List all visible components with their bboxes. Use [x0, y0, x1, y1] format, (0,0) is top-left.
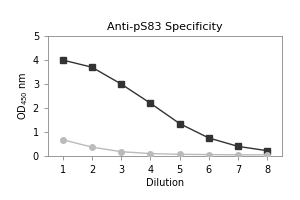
X-axis label: Dilution: Dilution — [146, 178, 184, 188]
Y-axis label: OD$_{450}$ nm: OD$_{450}$ nm — [16, 72, 30, 120]
Title: Anti-pS83 Specificity: Anti-pS83 Specificity — [107, 22, 223, 32]
